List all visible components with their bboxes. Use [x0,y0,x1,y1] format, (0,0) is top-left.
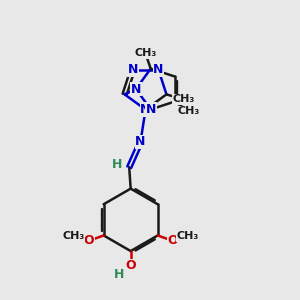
Text: CH₃: CH₃ [172,94,194,104]
Text: CH₃: CH₃ [62,231,85,241]
Text: H: H [114,268,124,281]
Text: CH₃: CH₃ [134,48,157,58]
Text: N: N [135,136,146,148]
Text: CH₃: CH₃ [177,231,199,241]
Text: N: N [153,63,164,76]
Text: O: O [167,234,178,247]
Text: CH₃: CH₃ [178,106,200,116]
Text: N: N [140,103,151,116]
Text: N: N [128,63,138,76]
Text: O: O [83,234,94,247]
Text: N: N [146,103,156,116]
Text: O: O [125,260,136,272]
Text: N: N [131,82,141,95]
Text: H: H [112,158,122,171]
